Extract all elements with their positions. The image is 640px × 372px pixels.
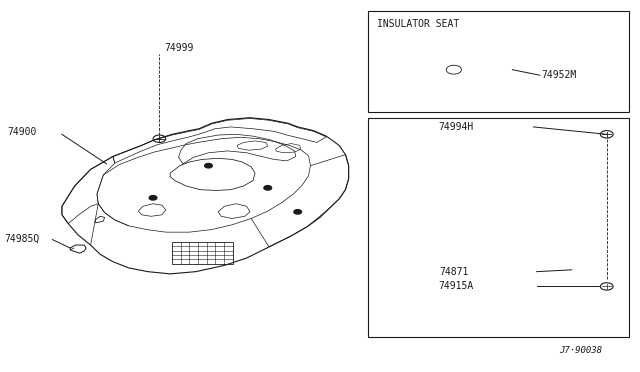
Text: 74915A: 74915A	[438, 282, 474, 291]
Circle shape	[294, 210, 301, 214]
Circle shape	[149, 196, 157, 200]
Circle shape	[205, 163, 212, 168]
Circle shape	[264, 186, 271, 190]
Text: 74994H: 74994H	[438, 122, 474, 132]
Text: 74900: 74900	[8, 128, 37, 138]
Bar	[368, 11, 629, 112]
Text: 74985Q: 74985Q	[4, 233, 40, 243]
Text: J7·90038: J7·90038	[559, 346, 602, 355]
Text: 74999: 74999	[164, 42, 193, 52]
Text: INSULATOR SEAT: INSULATOR SEAT	[378, 19, 460, 29]
Bar	[368, 118, 629, 337]
Text: 74871: 74871	[440, 267, 469, 277]
Text: 74952M: 74952M	[541, 70, 577, 80]
